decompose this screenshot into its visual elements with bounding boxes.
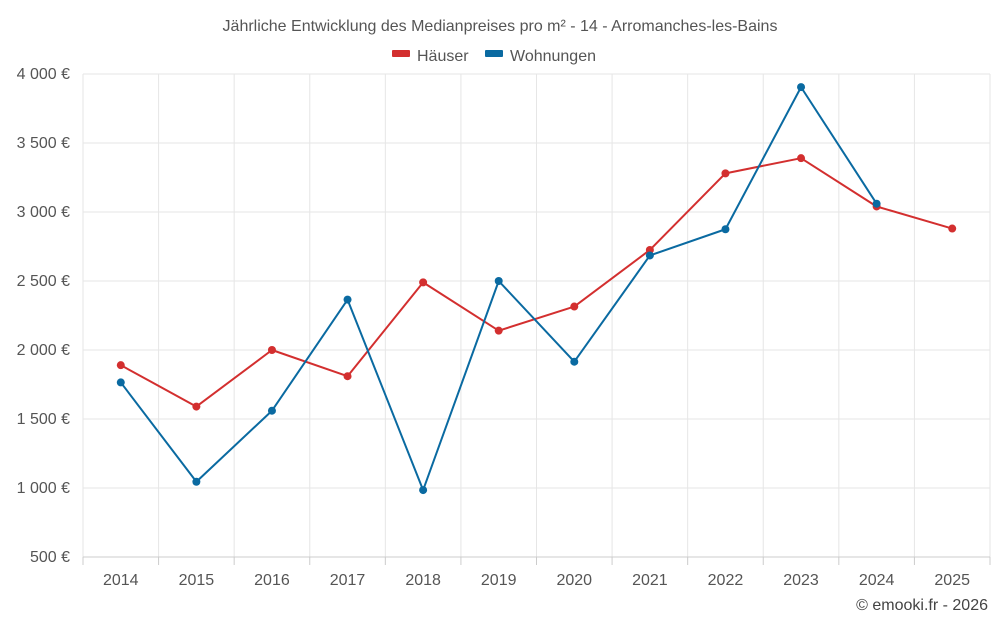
grid <box>82 73 991 557</box>
y-tick-label: 2 500 € <box>17 273 70 290</box>
data-point-haeuser-2025[interactable] <box>948 224 957 233</box>
x-axis: 2014 2015 2016 2017 2018 2019 2020 2021 2022 2023… <box>82 556 991 589</box>
x-tick-label: 2018 <box>405 572 441 589</box>
data-point-wohnungen-2023[interactable] <box>797 83 806 92</box>
data-point-haeuser-2020[interactable] <box>570 302 579 311</box>
x-tick-label: 2015 <box>179 572 215 589</box>
data-point-haeuser-2016[interactable] <box>267 346 276 354</box>
data-point-haeuser-2021[interactable] <box>645 245 654 254</box>
x-tick-label: 2024 <box>859 572 895 589</box>
x-tick-label: 2019 <box>481 572 517 589</box>
data-point-wohnungen-2020[interactable] <box>570 357 579 366</box>
y-tick-label: 1 000 € <box>17 480 70 497</box>
legend-swatch-haeuser <box>392 50 410 57</box>
data-point-haeuser-2017[interactable] <box>343 372 352 381</box>
x-tick-label: 2017 <box>330 572 366 589</box>
legend: Häuser Wohnungen <box>392 48 596 65</box>
data-point-haeuser-2018[interactable] <box>419 278 428 287</box>
x-tick-label: 2021 <box>632 572 668 589</box>
data-point-wohnungen-2018[interactable] <box>419 486 428 495</box>
x-tick-label: 2025 <box>934 572 970 589</box>
y-tick-label: 2 000 € <box>17 342 70 359</box>
data-point-wohnungen-2014[interactable] <box>116 378 125 387</box>
data-point-wohnungen-2016[interactable] <box>267 406 276 415</box>
y-axis: 500 € 1 000 € 1 500 € 2 000 € 2 500 € 3 000 €… <box>17 66 70 566</box>
chart-title: Jährliche Entwicklung des Medianpreises … <box>223 18 778 35</box>
y-tick-label: 4 000 € <box>17 66 70 83</box>
x-tick-label: 2020 <box>556 572 592 589</box>
legend-item-wohnungen[interactable]: Wohnungen <box>485 48 596 65</box>
data-point-haeuser-2015[interactable] <box>192 402 201 411</box>
legend-swatch-wohnungen <box>485 50 503 57</box>
y-tick-label: 3 000 € <box>17 204 70 221</box>
series <box>116 83 957 495</box>
data-point-haeuser-2023[interactable] <box>797 154 806 163</box>
x-tick-label: 2023 <box>783 572 819 589</box>
y-tick-label: 500 € <box>30 549 70 566</box>
data-point-wohnungen-2021[interactable] <box>645 251 654 260</box>
data-point-haeuser-2019[interactable] <box>494 326 503 335</box>
x-tick-label: 2016 <box>254 572 290 589</box>
series-haeuser <box>116 154 957 411</box>
x-tick-label: 2014 <box>103 572 139 589</box>
data-point-wohnungen-2019[interactable] <box>494 277 503 285</box>
data-point-haeuser-2014[interactable] <box>116 361 125 370</box>
series-line-haeuser <box>120 157 953 408</box>
legend-label-haeuser: Häuser <box>417 48 469 65</box>
series-wohnungen <box>116 83 881 495</box>
legend-item-haeuser[interactable]: Häuser <box>392 48 469 65</box>
data-point-wohnungen-2024[interactable] <box>872 199 881 208</box>
x-tick-label: 2022 <box>708 572 744 589</box>
data-point-wohnungen-2022[interactable] <box>721 225 730 234</box>
y-tick-label: 1 500 € <box>17 411 70 428</box>
y-tick-label: 3 500 € <box>17 135 70 152</box>
legend-label-wohnungen: Wohnungen <box>510 48 596 65</box>
credit-text: © emooki.fr - 2026 <box>856 597 988 614</box>
data-point-wohnungen-2015[interactable] <box>192 477 201 486</box>
data-point-wohnungen-2017[interactable] <box>343 295 352 304</box>
data-point-haeuser-2022[interactable] <box>721 169 730 178</box>
